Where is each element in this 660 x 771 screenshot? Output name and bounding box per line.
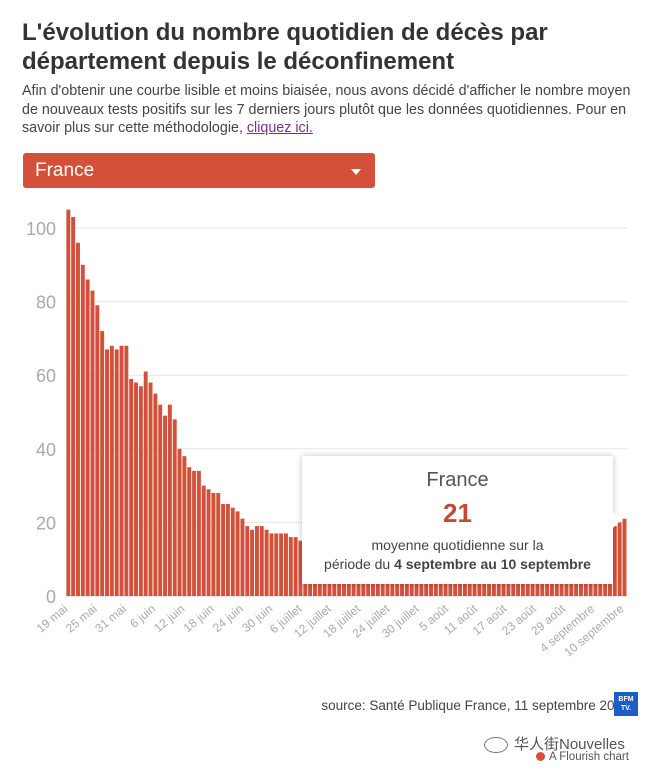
flourish-text: A Flourish chart [549,751,629,763]
bar [158,404,163,596]
y-tick-label: 100 [26,219,56,239]
region-select-value: France [35,160,95,181]
y-tick-label: 80 [36,293,56,313]
bar [187,467,192,596]
bar [617,522,622,596]
tooltip-arrow [613,512,621,528]
bar [134,382,138,596]
chart-title: L'évolution du nombre quotidien de décès… [22,19,548,75]
bar [283,533,288,596]
x-tick-label: 18 juin [181,602,217,635]
bar [114,349,119,596]
bar [138,386,143,596]
bar [167,404,172,596]
bar [172,419,177,596]
bar [211,492,216,596]
bar [298,540,303,596]
bar [100,331,105,596]
x-tick-label: 25 mai [63,602,100,636]
bar [259,526,264,596]
bar [143,371,148,596]
bar [245,526,250,596]
bar [279,533,284,596]
bar [192,470,197,596]
flourish-credit[interactable]: A Flourish chart [536,751,629,763]
tooltip-title: France [426,469,489,491]
bar [95,305,100,596]
flourish-icon [536,752,545,762]
bar [288,537,293,596]
bar [612,526,617,596]
bar [230,507,235,596]
region-select[interactable]: France [23,153,375,188]
tooltip-period-prefix: période du [324,556,395,572]
x-tick-label: 24 juin [210,602,246,635]
y-tick-label: 60 [36,366,56,386]
bar [216,492,221,596]
tooltip-description: moyenne quotidienne sur la période du 4 … [302,536,613,574]
bar [201,485,206,596]
y-tick-label: 40 [36,440,56,460]
bar [71,216,76,596]
wechat-icon [484,737,508,754]
bar [240,518,245,596]
tooltip-value: 21 [443,498,472,528]
bar [250,529,255,596]
bar [163,415,168,596]
bar [119,345,124,596]
bar [254,526,259,596]
bar [124,345,129,596]
bar [225,504,230,596]
bar [235,511,240,596]
tooltip-line1: moyenne quotidienne sur la [371,537,544,553]
bar [622,518,627,596]
bar [153,393,158,596]
bar [66,209,71,596]
bar [76,242,80,596]
bar [196,470,201,596]
bar [221,504,226,596]
chart-subtitle: Afin d'obtenir une courbe lisible et moi… [22,82,642,138]
x-tick-label: 12 juin [151,602,187,635]
bar [85,279,90,596]
chevron-down-icon [351,169,361,175]
bar [177,448,182,596]
subtitle-text: Afin d'obtenir une courbe lisible et moi… [22,83,631,136]
tooltip-period: 4 septembre au 10 septembre [394,556,591,572]
bar [129,378,134,596]
bar [80,264,85,596]
methodology-link[interactable]: cliquez ici. [246,120,313,136]
watermark: 华人街Nouvelles [484,733,625,754]
source-note: source: Santé Publique France, 11 septem… [321,698,638,713]
bar [105,349,109,596]
x-tick-label: 31 mai [92,602,129,636]
y-tick-label: 20 [36,513,56,533]
bar [182,456,187,596]
bar [109,345,114,596]
chart-tooltip: France 21 moyenne quotidienne sur la pér… [302,456,621,584]
bfmtv-logo: BFM TV. [614,692,638,716]
bar [293,537,298,596]
tooltip-line2: période du 4 septembre au 10 septembre [302,555,613,574]
bar [206,489,211,596]
bar [148,382,153,596]
bar [90,290,95,596]
bar [274,533,279,596]
watermark-text: 华人街Nouvelles [514,736,625,753]
bar [269,533,274,596]
y-tick-label: 0 [46,587,56,607]
bar [264,529,269,596]
